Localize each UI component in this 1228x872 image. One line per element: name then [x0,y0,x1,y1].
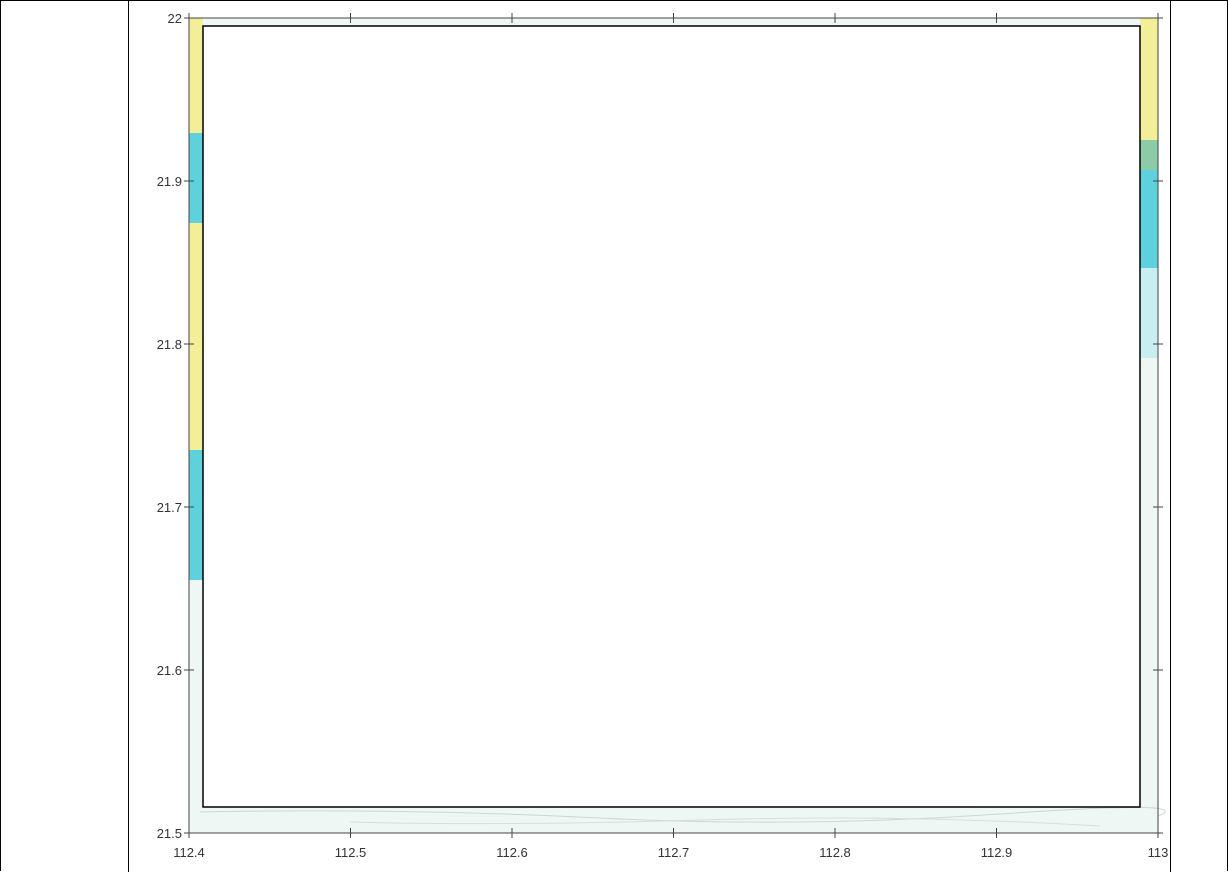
right-divider [1170,0,1171,872]
right-water-upper [1140,170,1158,270]
tick-label-group: 112.4 112.5 112.6 112.7 112.8 112.9 113 22 21.9 2… [157,11,1169,860]
y-tick-label: 21.7 [157,500,182,515]
right-land-top [1140,18,1158,148]
left-land-middle [189,223,203,450]
y-tick-label: 21.9 [157,174,182,189]
x-tick-label: 113 [1148,845,1169,860]
y-tick-label: 21.5 [157,826,182,841]
left-land-top [189,18,203,133]
x-tick-label: 112.7 [658,845,690,860]
y-tick-label: 21.8 [157,337,182,352]
x-tick-label: 112.9 [981,845,1013,860]
x-tick-label: 112.8 [819,845,851,860]
y-tick-label: 21.6 [157,663,182,678]
x-tick-label: 112.5 [335,845,367,860]
blank-overlay-box [202,25,1141,808]
right-water-lower [1140,268,1158,358]
tick-group [184,13,1163,838]
x-tick-label: 112.4 [173,845,205,860]
left-water-lower [189,450,203,580]
left-divider [128,0,129,872]
left-water-upper [189,133,203,223]
contour-line-bottom [199,806,1166,823]
x-tick-label: 112.6 [496,845,528,860]
y-tick-label: 22 [168,11,182,26]
contour-line-bottom-2 [349,817,1101,827]
